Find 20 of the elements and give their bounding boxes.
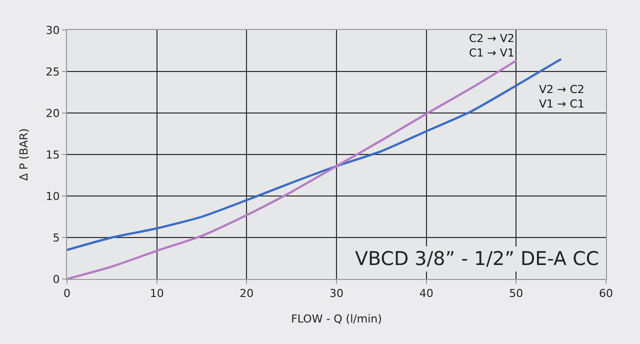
y-tick-label: 0	[52, 272, 60, 286]
x-tick-label: 10	[150, 287, 164, 300]
line-series	[67, 60, 518, 279]
y-tick-label: 25	[46, 65, 60, 78]
annotation: VBCD 3/8” - 1/2” DE-A CC	[355, 248, 600, 270]
x-tick-label: 0	[64, 287, 70, 300]
y-axis-title: Δ P (BAR)	[17, 128, 30, 181]
x-tick-label: 50	[509, 287, 524, 300]
y-tick-label: 10	[46, 190, 60, 203]
x-tick-label: 20	[240, 287, 254, 300]
y-tick-label: 30	[46, 24, 60, 37]
x-tick-label: 30	[330, 287, 344, 300]
x-tick-label: 60	[599, 287, 613, 300]
annotation: C2 → V2 C1 → V1	[469, 32, 514, 60]
annotation: V2 → C2 V1 → C1	[539, 83, 584, 110]
y-tick-label: 20	[46, 106, 60, 120]
y-tick-label: 15	[46, 148, 60, 162]
x-axis-title: FLOW - Q (l/min)	[291, 312, 382, 326]
y-tick-label: 5	[52, 231, 60, 244]
x-tick-label: 40	[419, 287, 434, 300]
